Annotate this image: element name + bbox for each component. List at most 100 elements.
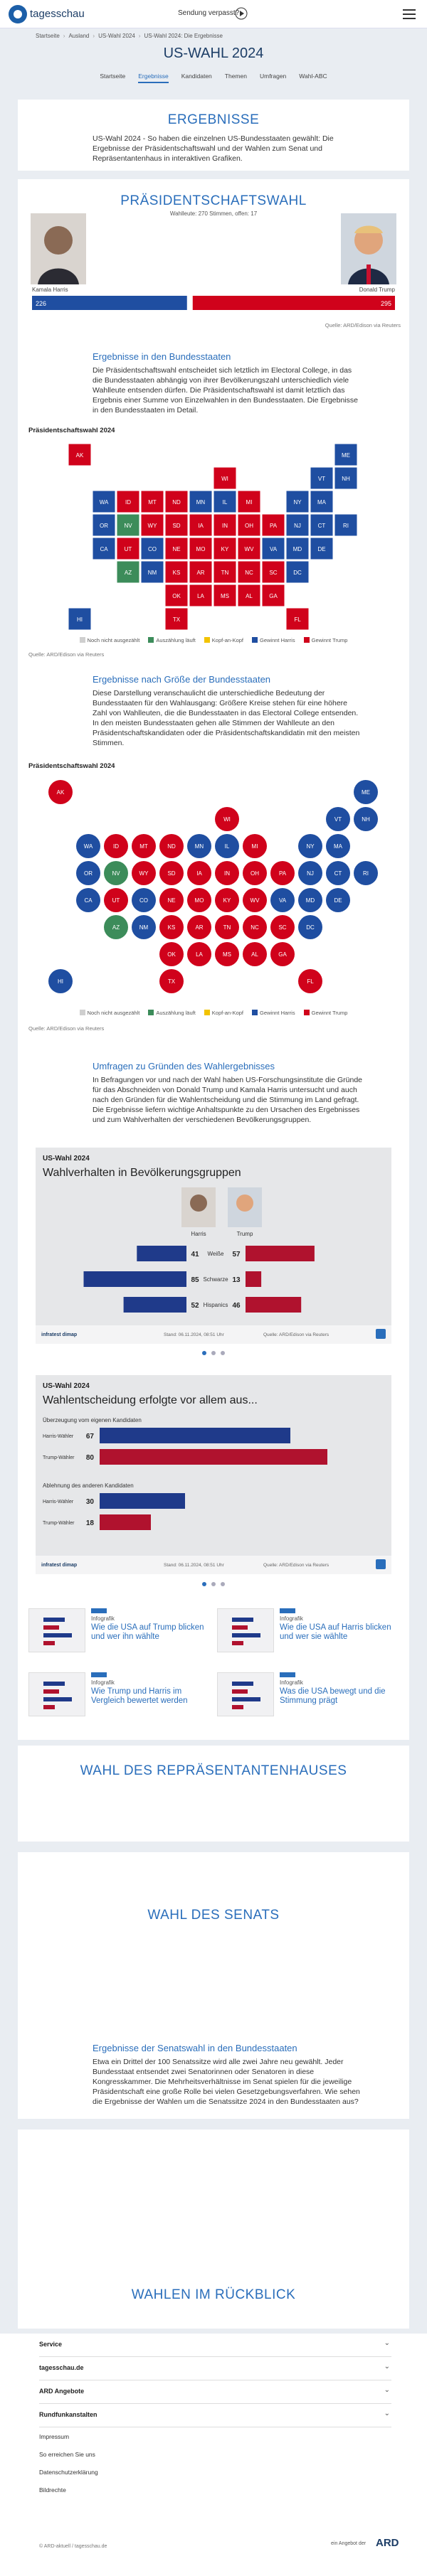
state-label: CA [100, 546, 108, 552]
footer-menu-item[interactable]: Rundfunkanstalten ⌄ [39, 2404, 391, 2427]
legend-item: Auszählung läuft [148, 637, 196, 643]
group-label: Ablehnung des anderen Kandidaten [43, 1482, 134, 1489]
state-bubble [270, 942, 295, 966]
thumb-bar [43, 1697, 72, 1701]
state-label: ID [113, 843, 119, 850]
state-bubble [298, 969, 322, 993]
state-label: NJ [307, 870, 314, 877]
footer-menu-item[interactable]: Service ⌄ [39, 2334, 391, 2357]
portrait-head [236, 1195, 253, 1212]
missed-link[interactable]: Sendung verpasst? [178, 9, 240, 17]
footer-menu-item[interactable]: ARD Angebote ⌄ [39, 2380, 391, 2404]
state-label: MI [252, 843, 258, 850]
tab[interactable]: Themen [224, 73, 247, 80]
legend-item: Kopf-an-Kopf [204, 637, 243, 643]
legend-item: Kopf-an-Kopf [204, 1010, 243, 1016]
bar [246, 1246, 315, 1261]
state-bubble [354, 780, 378, 804]
legend: Noch nicht ausgezählt Auszählung läuft Kop… [18, 637, 409, 643]
carousel-dots[interactable] [18, 1582, 409, 1586]
state-label: NM [148, 570, 157, 576]
legend-swatch [204, 637, 210, 643]
chevron: ⌄ [384, 2386, 390, 2394]
teaser-badge [280, 1672, 295, 1677]
share-icon[interactable] [376, 1559, 386, 1569]
section-title: WAHL DES REPRÄSENTANTENHAUSES [80, 1763, 347, 1778]
state-label: AZ [112, 924, 120, 931]
menu-icon[interactable] [403, 9, 416, 19]
breadcrumb-item[interactable]: Startseite [36, 33, 60, 39]
category-label: Harris-Wähler [43, 1434, 74, 1439]
legend-label: Noch nicht ausgezählt [87, 637, 140, 643]
thumb-bar [232, 1633, 260, 1637]
state-bubble [326, 834, 350, 858]
state-tile [310, 490, 334, 513]
state-bubble [354, 807, 378, 831]
state-label: AZ [125, 570, 132, 576]
state-bubble [215, 888, 239, 912]
teaser-card[interactable]: Infografik Wie Trump und Harris im Vergle… [28, 1672, 210, 1729]
bubble-map: AZ NV CA CO CT DE DC HI IL ME MD MA MN NH NJ NM NY OR RI VT… [48, 780, 378, 993]
separator: › [93, 33, 95, 39]
source: Quelle: ARD/Edison via Reuters [28, 1025, 105, 1032]
value-label: 67 [86, 1433, 95, 1441]
footer-menu-item[interactable]: tagesschau.de ⌄ [39, 2357, 391, 2380]
menu-label: ARD Angebote [39, 2388, 85, 2395]
footer-link[interactable]: So erreichen Sie uns [39, 2451, 95, 2458]
state-label: NV [112, 870, 120, 877]
state-tile [213, 584, 237, 607]
state-label: DC [306, 924, 315, 931]
state-bubble [243, 888, 267, 912]
state-bubble [76, 888, 100, 912]
breadcrumb: Startseite › Ausland › US-Wahl 2024 › US-Wahl … [36, 33, 223, 39]
state-bubble [243, 915, 267, 939]
tab[interactable]: Startseite [100, 73, 126, 80]
breadcrumb-item[interactable]: Ausland [68, 33, 90, 39]
teaser-card[interactable]: Infografik Wie die USA auf Trump blicken … [28, 1608, 210, 1665]
section-heading: Umfragen zu Gründen des Wahlergebnisses [93, 1061, 275, 1071]
teaser-kicker: Infografik [91, 1615, 115, 1622]
logo-text[interactable]: tagesschau [30, 8, 85, 20]
breadcrumb-item[interactable]: US-Wahl 2024 [98, 33, 135, 39]
state-tile [285, 513, 310, 537]
state-tile [261, 537, 285, 560]
state-bubble [326, 861, 350, 885]
ard-logo[interactable]: ARD [376, 2537, 399, 2549]
teaser-kicker: Infografik [91, 1679, 115, 1686]
state-label: ME [362, 789, 370, 796]
state-tile [213, 537, 237, 560]
state-label: RI [363, 870, 369, 877]
tab[interactable]: Ergebnisse [138, 73, 169, 83]
state-label: HI [58, 978, 63, 985]
paragraph: Diese Darstellung veranschaulicht die un… [93, 689, 360, 747]
state-tile [213, 560, 237, 584]
footer-link[interactable]: Impressum [39, 2433, 70, 2440]
source: Quelle: ARD/Edison via Reuters [325, 322, 401, 328]
value-label: 85 [191, 1276, 199, 1284]
share-icon[interactable] [376, 1329, 386, 1339]
state-label: UT [112, 897, 120, 904]
state-bubble [270, 861, 295, 885]
state-label: OR [84, 870, 93, 877]
tab[interactable]: Wahl-ABC [299, 73, 327, 80]
legend-label: Gewinnt Trump [311, 637, 348, 643]
state-tile [237, 513, 261, 537]
footer-link[interactable]: Bildrechte [39, 2486, 66, 2494]
value-label: 52 [191, 1302, 199, 1310]
state-tile [261, 560, 285, 584]
breadcrumb-item[interactable]: US-Wahl 2024: Die Ergebnisse [144, 33, 223, 39]
play-icon[interactable] [235, 7, 248, 20]
teaser-card[interactable]: Infografik Wie die USA auf Harris blicken… [217, 1608, 399, 1665]
teaser-badge [280, 1608, 295, 1613]
thumb-bar [43, 1682, 65, 1686]
footer-link[interactable]: Datenschutzerklärung [39, 2469, 98, 2476]
tab[interactable]: Kandidaten [181, 73, 212, 80]
state-tile [140, 490, 164, 513]
state-label: MT [139, 843, 148, 850]
legend-label: Gewinnt Harris [260, 637, 295, 643]
tab[interactable]: Umfragen [259, 73, 287, 80]
carousel-dots[interactable] [18, 1351, 409, 1355]
state-bubble [270, 888, 295, 912]
teaser-card[interactable]: Infografik Was die USA bewegt und die Sti… [217, 1672, 399, 1729]
state-label: MD [306, 897, 315, 904]
